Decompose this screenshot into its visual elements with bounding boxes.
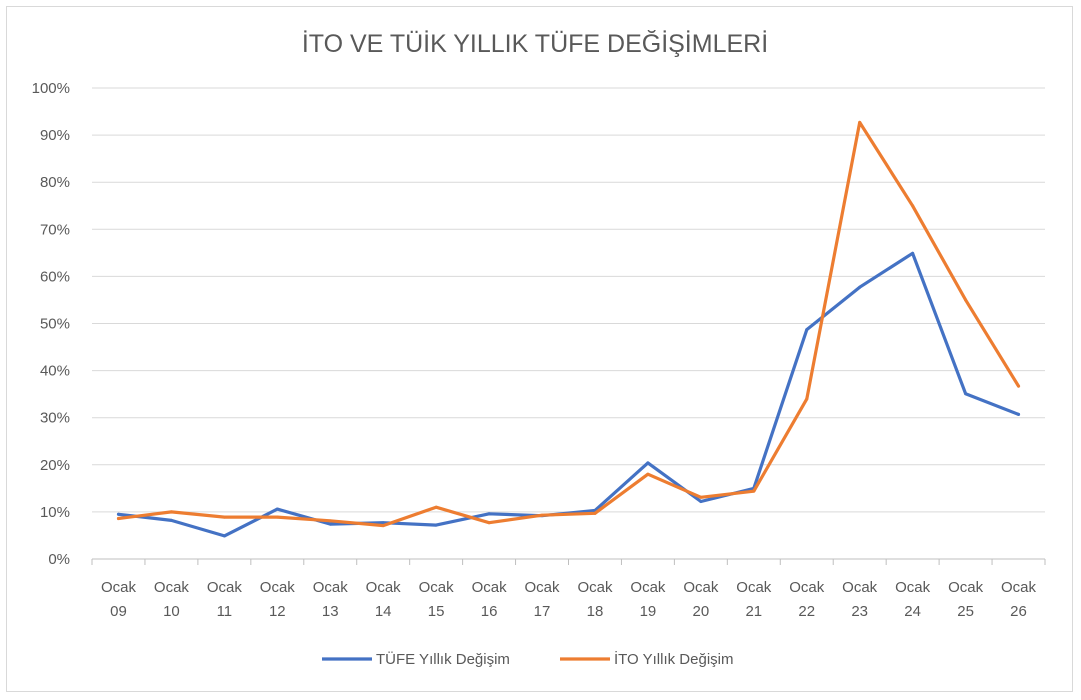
x-tick-label: Ocak <box>101 579 137 596</box>
y-tick-label: 20% <box>40 457 70 474</box>
data-point <box>487 512 491 516</box>
data-point <box>911 251 915 255</box>
x-tick-label: 14 <box>375 603 392 620</box>
data-point <box>858 120 862 124</box>
x-tick-label: Ocak <box>842 579 878 596</box>
x-tick-label: Ocak <box>154 579 190 596</box>
x-tick-label: 20 <box>693 603 710 620</box>
data-point <box>328 522 332 526</box>
data-point <box>434 523 438 527</box>
x-tick-label: Ocak <box>789 579 825 596</box>
data-point <box>752 489 756 493</box>
x-tick-label: 09 <box>110 603 127 620</box>
x-tick-label: Ocak <box>260 579 296 596</box>
data-point <box>275 515 279 519</box>
legend: TÜFE Yıllık Değişim İTO Yıllık Değişim <box>322 650 733 668</box>
x-tick-label: Ocak <box>630 579 666 596</box>
data-point <box>1017 384 1021 388</box>
data-point <box>858 285 862 289</box>
data-point <box>646 472 650 476</box>
data-point <box>805 328 809 332</box>
x-tick-label: Ocak <box>948 579 984 596</box>
x-tick-label: 18 <box>587 603 604 620</box>
x-tick-label: 23 <box>851 603 868 620</box>
data-point <box>805 397 809 401</box>
y-tick-label: 0% <box>48 551 70 568</box>
gridlines <box>92 87 1045 560</box>
x-tick-label: 24 <box>904 603 921 620</box>
x-tick-label: Ocak <box>525 579 561 596</box>
chart-frame <box>6 6 1073 692</box>
x-tick-label: 12 <box>269 603 286 620</box>
data-point <box>169 518 173 522</box>
x-tick-label: 13 <box>322 603 339 620</box>
x-tick-label: 17 <box>534 603 551 620</box>
x-tick-label: 19 <box>640 603 657 620</box>
data-point <box>381 521 385 525</box>
data-point <box>699 495 703 499</box>
x-tick-label: Ocak <box>1001 579 1037 596</box>
legend-label: TÜFE Yıllık Değişim <box>376 650 510 668</box>
x-tick-label: Ocak <box>313 579 349 596</box>
data-point <box>487 521 491 525</box>
x-tick-label: Ocak <box>207 579 243 596</box>
series-line-ito <box>116 120 1021 528</box>
data-point <box>699 500 703 504</box>
data-point <box>911 204 915 208</box>
y-tick-label: 100% <box>32 80 70 97</box>
x-tick-label: Ocak <box>472 579 508 596</box>
data-point <box>275 507 279 511</box>
data-point <box>593 511 597 515</box>
y-tick-label: 30% <box>40 410 70 427</box>
data-point <box>964 392 968 396</box>
x-tick-label: 22 <box>798 603 815 620</box>
data-point <box>116 516 120 520</box>
y-axis: 0% 10% 20% 30% 40% 50% 60% 70% 80% 90% 100% <box>32 80 70 568</box>
data-point <box>434 505 438 509</box>
y-tick-label: 60% <box>40 268 70 285</box>
data-point <box>222 534 226 538</box>
series-lines <box>116 120 1021 538</box>
y-tick-label: 80% <box>40 174 70 191</box>
data-point <box>646 461 650 465</box>
data-point <box>1017 412 1021 416</box>
data-point <box>222 515 226 519</box>
x-axis: Ocak 09 Ocak 10 Ocak 11 Ocak 12 Ocak 13 Ocak 14 Ocak… <box>91 559 1046 620</box>
x-tick-label: 15 <box>428 603 445 620</box>
data-point <box>169 510 173 514</box>
data-point <box>540 513 544 517</box>
data-point <box>328 519 332 523</box>
x-tick-label: 11 <box>217 603 233 620</box>
data-point <box>964 298 968 302</box>
x-tick-label: Ocak <box>683 579 719 596</box>
series-line-tufe <box>116 251 1021 538</box>
chart-title: İTO VE TÜİK YILLIK TÜFE DEĞİŞİMLERİ <box>302 29 768 58</box>
x-tick-label: Ocak <box>895 579 931 596</box>
x-tick-label: 26 <box>1010 603 1027 620</box>
y-tick-label: 90% <box>40 127 70 144</box>
data-point <box>381 524 385 528</box>
x-tick-label: 25 <box>957 603 974 620</box>
y-tick-label: 70% <box>40 221 70 238</box>
y-tick-label: 10% <box>40 504 70 521</box>
x-tick-label: Ocak <box>736 579 772 596</box>
x-tick-label: Ocak <box>366 579 402 596</box>
legend-label: İTO Yıllık Değişim <box>614 650 733 668</box>
y-tick-label: 40% <box>40 363 70 380</box>
x-tick-label: 16 <box>481 603 498 620</box>
x-tick-label: 10 <box>163 603 180 620</box>
y-tick-label: 50% <box>40 316 70 333</box>
x-tick-label: Ocak <box>419 579 455 596</box>
x-tick-label: 21 <box>745 603 762 620</box>
data-point <box>116 512 120 516</box>
x-tick-label: Ocak <box>577 579 613 596</box>
